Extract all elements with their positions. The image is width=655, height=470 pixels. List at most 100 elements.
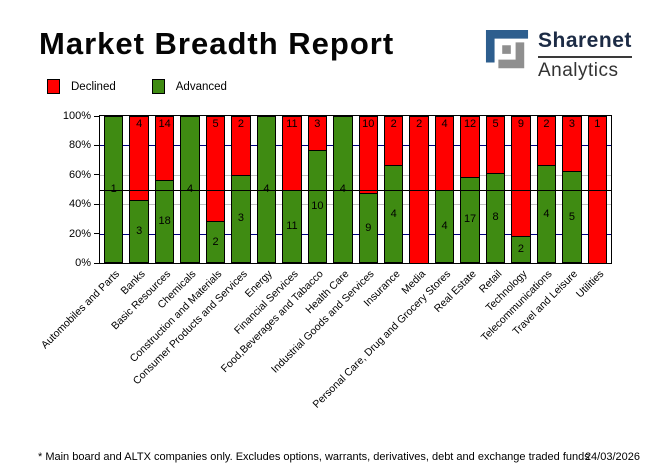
- y-axis-tick: [94, 203, 100, 205]
- declined-count-label: 2: [543, 118, 550, 130]
- y-axis-tick: [94, 262, 100, 264]
- advanced-segment: 4: [536, 165, 557, 263]
- bar-retail: 5 8 Retail: [477, 116, 506, 295]
- advanced-segment: 8: [485, 172, 506, 263]
- advanced-segment: 2: [205, 221, 226, 263]
- declined-swatch-icon: [47, 79, 60, 94]
- advanced-segment: 4: [383, 165, 404, 263]
- declined-count-label: 4: [441, 118, 448, 130]
- page-title: Market Breadth Report: [39, 26, 395, 61]
- declined-count-label: 5: [492, 118, 499, 131]
- declined-count-label: 2: [390, 118, 397, 130]
- gridline-60: [100, 174, 611, 176]
- declined-segment: 3: [307, 116, 328, 150]
- advanced-segment: 11: [282, 189, 302, 263]
- y-axis-label-100: 100%: [62, 110, 91, 122]
- x-axis-category-label: Utilities: [573, 268, 606, 301]
- y-axis-label-0: 0%: [75, 257, 91, 269]
- bar-technology: 9 2 Technology: [483, 116, 531, 314]
- y-axis-label-60: 60%: [68, 168, 91, 181]
- logo-subtitle: Analytics: [538, 60, 619, 81]
- legend-label: Declined: [71, 80, 116, 93]
- bar-industrial-goods-and-services: 10 9 Industrial Goods and Services: [269, 116, 378, 376]
- y-axis-tick: [94, 144, 100, 146]
- declined-segment: 9: [511, 116, 531, 237]
- gridline-20: [100, 233, 611, 235]
- logo-brand: Sharenet: [538, 29, 632, 58]
- advanced-count-label: 5: [568, 210, 575, 223]
- y-axis-tick: [94, 233, 100, 235]
- declined-count-label: 11: [286, 118, 298, 130]
- bar-basic-resources: 14 18 Basic Resources: [109, 116, 175, 332]
- declined-count-label: 3: [568, 118, 575, 130]
- advanced-count-label: 11: [286, 219, 298, 232]
- y-axis-label-40: 40%: [68, 198, 91, 211]
- advanced-count-label: 2: [517, 243, 525, 256]
- footnote: * Main board and ALTX companies only. Ex…: [38, 451, 590, 463]
- advanced-count-label: 2: [212, 235, 219, 248]
- declined-segment: 2: [383, 116, 404, 165]
- advanced-count-label: 4: [543, 207, 550, 220]
- fifty-percent-line: [100, 189, 611, 191]
- declined-count-label: 1: [594, 118, 601, 130]
- bar-personal-care-drug-and-grocery-stores: 4 4 Personal Care, Drug and Grocery Stores: [311, 116, 455, 411]
- declined-segment: 14: [154, 116, 175, 181]
- advanced-count-label: 4: [187, 184, 193, 195]
- declined-count-label: 12: [463, 118, 477, 131]
- declined-segment: 5: [485, 116, 506, 173]
- legend-item-advanced: Advanced: [151, 79, 227, 94]
- declined-count-label: 14: [158, 118, 171, 130]
- legend-item-declined: Declined: [47, 79, 116, 94]
- advanced-segment: 5: [562, 171, 582, 263]
- bar-insurance: 2 4 Insurance: [361, 116, 404, 309]
- bar-construction-and-materials: 5 2 Construction and Materials: [127, 116, 226, 365]
- logo-text: Sharenet Analytics: [538, 29, 632, 82]
- declined-segment: 3: [562, 116, 582, 172]
- declined-count-label: 4: [136, 118, 143, 130]
- declined-count-label: 2: [416, 118, 423, 130]
- sharenet-logo: Sharenet Analytics: [485, 29, 632, 82]
- bar-real-estate: 12 17 Real Estate: [432, 116, 480, 315]
- declined-count-label: 10: [362, 118, 375, 131]
- declined-count-label: 9: [517, 118, 525, 131]
- y-axis-label-20: 20%: [68, 227, 91, 240]
- advanced-count-label: 3: [136, 225, 143, 237]
- advanced-swatch-icon: [151, 79, 165, 94]
- bar-consumer-products-and-services: 2 3 Consumer Products and Services: [130, 116, 251, 387]
- gridline-40: [100, 204, 611, 206]
- advanced-count-label: 4: [340, 184, 346, 195]
- declined-count-label: 3: [314, 118, 321, 131]
- declined-segment: 2: [231, 116, 251, 175]
- advanced-count-label: 4: [263, 184, 269, 195]
- report-date: 24/03/2026: [584, 451, 640, 463]
- gridline-80: [100, 145, 611, 147]
- declined-count-label: 2: [237, 118, 245, 131]
- advanced-segment: 17: [460, 176, 480, 263]
- advanced-segment: 3: [231, 174, 251, 263]
- legend-label: Advanced: [175, 80, 227, 93]
- advanced-segment: 10: [307, 149, 328, 263]
- declined-count-label: 5: [212, 118, 219, 130]
- advanced-segment: 3: [129, 200, 149, 263]
- advanced-count-label: 4: [441, 219, 448, 232]
- advanced-count-label: 18: [158, 215, 171, 228]
- advanced-segment: 18: [154, 180, 175, 263]
- bar-banks: 4 3 Banks: [119, 116, 149, 297]
- x-axis-category-label: Automobiles and Parts: [39, 268, 123, 352]
- advanced-segment: 2: [511, 236, 531, 263]
- declined-segment: 10: [358, 116, 378, 194]
- advanced-count-label: 1: [111, 184, 117, 195]
- advanced-count-label: 17: [463, 213, 477, 226]
- y-axis-label-80: 80%: [68, 139, 91, 152]
- advanced-segment: 9: [358, 193, 378, 263]
- declined-segment: 5: [205, 116, 226, 221]
- advanced-count-label: 4: [390, 207, 397, 220]
- bar-financial-services: 11 11 Financial Services: [232, 116, 302, 337]
- bar-food-beverages-and-tabacco: 3 10 Food,Beverages and Tabacco: [219, 116, 328, 375]
- declined-segment: 4: [434, 116, 455, 190]
- y-axis-tick: [94, 174, 100, 176]
- y-axis-tick: [94, 115, 100, 117]
